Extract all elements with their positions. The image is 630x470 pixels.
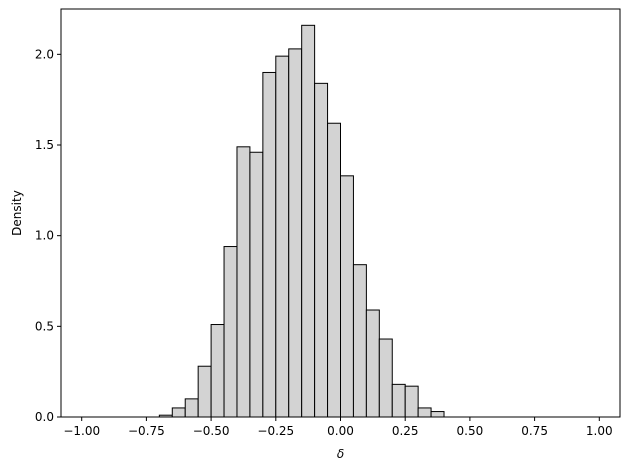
histogram-bar bbox=[314, 82, 329, 418]
histogram-bar bbox=[236, 146, 251, 418]
x-tick-label: 0.75 bbox=[521, 424, 548, 438]
x-tick-label: 1.00 bbox=[586, 424, 613, 438]
histogram-bar bbox=[184, 398, 199, 418]
x-tick-label: 0.50 bbox=[457, 424, 484, 438]
histogram-bar bbox=[352, 264, 367, 418]
histogram-bar bbox=[210, 324, 225, 418]
y-axis-label: Density bbox=[10, 190, 24, 236]
x-tick-label: −0.75 bbox=[128, 424, 165, 438]
histogram-bar bbox=[404, 385, 419, 418]
y-tick-label: 0.0 bbox=[35, 410, 54, 424]
bars-group bbox=[158, 24, 445, 418]
histogram-bar bbox=[288, 48, 303, 418]
histogram-bar bbox=[223, 246, 238, 418]
x-tick-label: 0.00 bbox=[327, 424, 354, 438]
y-tick-label: 1.0 bbox=[35, 229, 54, 243]
histogram-bar bbox=[340, 175, 354, 418]
histogram-bar bbox=[275, 55, 290, 418]
x-tick-label: −0.50 bbox=[193, 424, 230, 438]
histogram-bar bbox=[417, 407, 432, 418]
x-tick-label: −0.25 bbox=[257, 424, 294, 438]
histogram-bar bbox=[378, 338, 393, 418]
x-tick-label: 0.25 bbox=[392, 424, 419, 438]
histogram-bar bbox=[327, 122, 341, 418]
x-ticks-group: −1.00 −0.75 −0.50 −0.25 0.00 0.25 0.50 0.75 1.00 bbox=[63, 417, 613, 438]
y-tick-label: 0.5 bbox=[35, 319, 54, 333]
histogram-bar bbox=[391, 383, 406, 418]
histogram-bar bbox=[197, 365, 212, 418]
histogram-bar bbox=[301, 24, 316, 418]
histogram-bar bbox=[171, 407, 186, 418]
y-ticks-group: 0.0 0.5 1.0 1.5 2.0 bbox=[35, 47, 61, 424]
x-axis-label: δ bbox=[337, 447, 344, 461]
histogram-bar bbox=[262, 71, 277, 418]
histogram-bar bbox=[249, 151, 264, 418]
x-tick-label: −1.00 bbox=[63, 424, 100, 438]
plot-frame bbox=[60, 8, 621, 418]
histogram-bar bbox=[365, 309, 380, 418]
y-tick-label: 2.0 bbox=[35, 47, 54, 61]
histogram-bar bbox=[430, 411, 445, 418]
y-tick-label: 1.5 bbox=[35, 138, 54, 152]
